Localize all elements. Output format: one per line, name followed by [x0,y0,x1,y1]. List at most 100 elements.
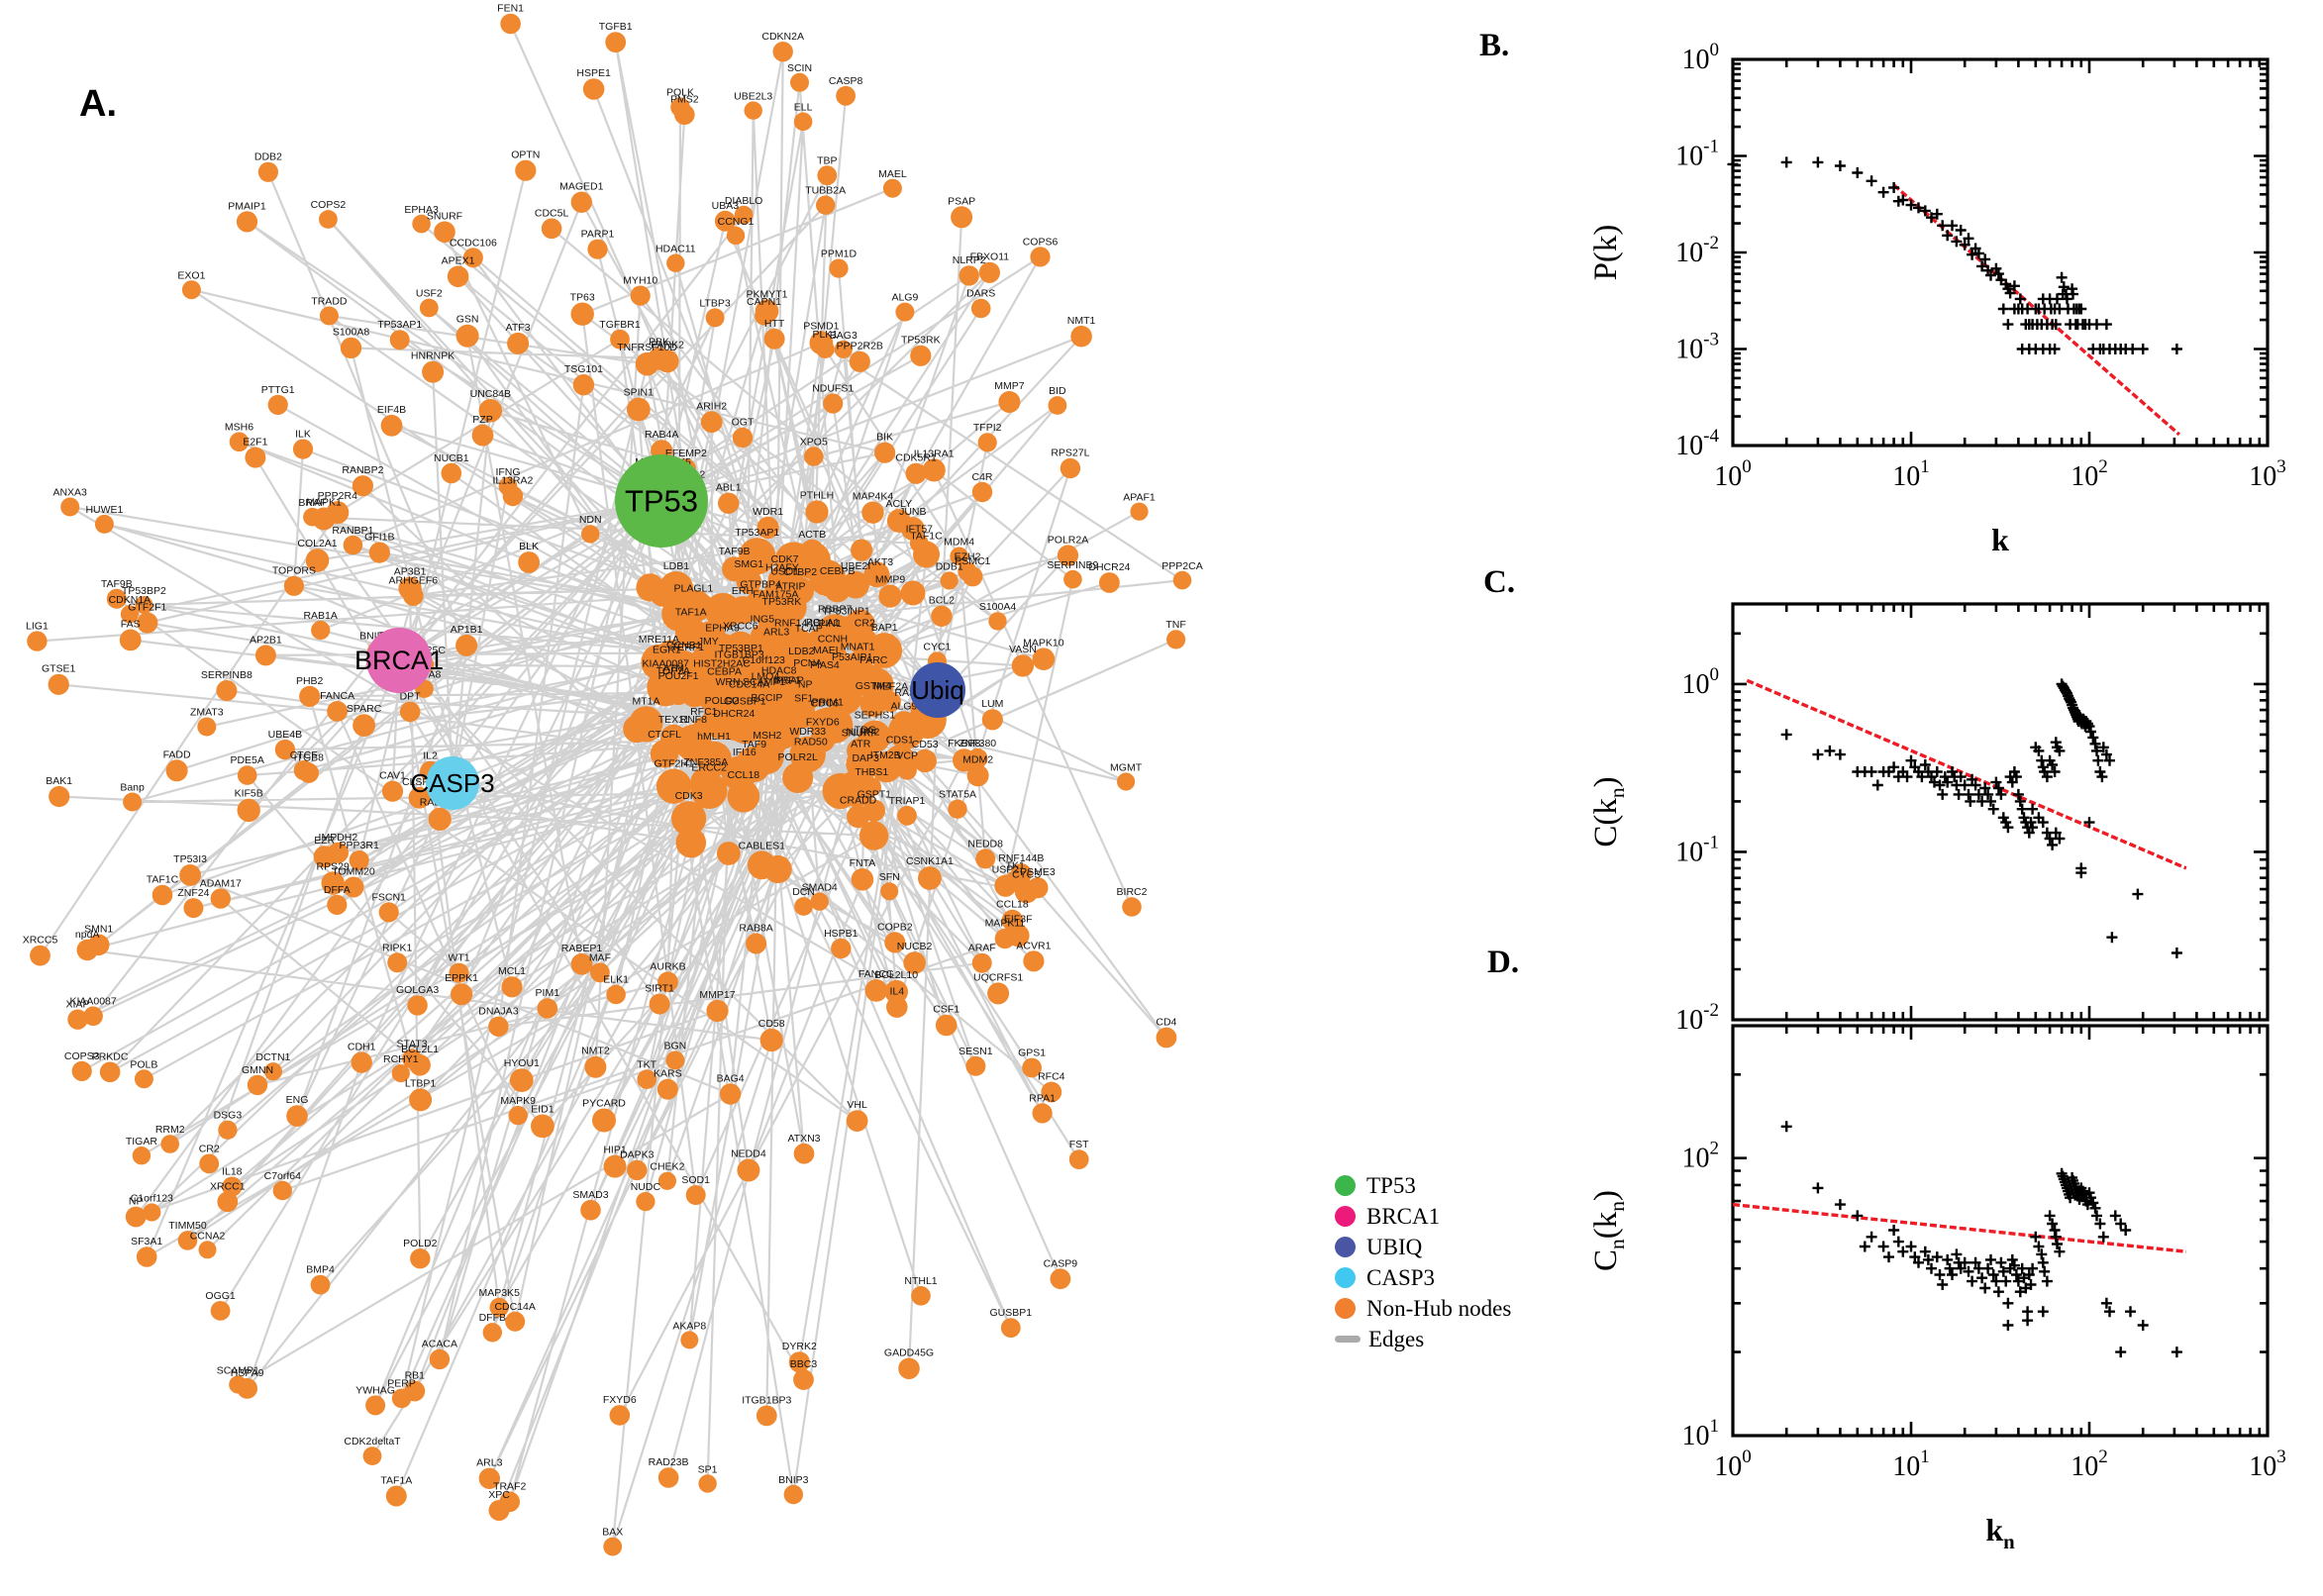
network-node[interactable] [734,205,754,225]
network-node[interactable] [970,298,991,319]
network-node[interactable] [429,1348,451,1370]
network-node[interactable] [237,798,260,823]
network-node[interactable] [83,1006,103,1027]
network-node[interactable] [739,538,776,575]
network-node[interactable] [878,584,902,608]
network-node[interactable] [685,1185,706,1205]
network-node[interactable] [478,1467,500,1490]
network-node[interactable] [1010,863,1032,885]
network-node[interactable] [216,680,238,701]
network-node[interactable] [706,676,743,713]
network-node[interactable] [748,641,776,669]
network-node[interactable] [389,330,410,350]
network-node[interactable] [1050,1268,1071,1290]
network-node[interactable] [321,871,345,895]
network-node[interactable] [181,280,201,300]
network-node[interactable] [603,1537,623,1556]
network-node[interactable] [635,351,659,376]
network-node[interactable] [1166,630,1186,649]
network-node[interactable] [1130,502,1149,521]
network-node[interactable] [515,159,537,181]
network-node[interactable] [198,1241,217,1259]
network-node[interactable] [759,1028,783,1052]
network-node[interactable] [656,1078,678,1100]
network-node[interactable] [866,633,903,668]
network-node[interactable] [851,539,873,561]
network-node[interactable] [500,13,521,35]
network-node[interactable] [971,481,993,503]
network-node[interactable] [806,657,835,686]
network-node[interactable] [810,892,829,911]
network-node[interactable] [610,329,630,349]
network-node[interactable] [884,979,908,1004]
network-node[interactable] [1156,1027,1177,1048]
network-node[interactable] [247,1074,268,1096]
network-node[interactable] [660,675,686,701]
network-node[interactable] [861,777,881,797]
network-node[interactable] [698,1474,717,1493]
network-node[interactable] [657,640,685,667]
network-node[interactable] [755,306,773,326]
network-node[interactable] [816,629,844,656]
network-node[interactable] [592,1108,616,1133]
network-node[interactable] [60,497,80,517]
network-node[interactable] [94,514,114,534]
network-node[interactable] [650,740,679,768]
network-node[interactable] [981,709,1003,731]
network-node[interactable] [962,566,983,587]
network-node[interactable] [137,612,158,634]
network-node[interactable] [49,785,70,808]
network-node[interactable] [99,1061,121,1083]
network-node[interactable] [286,1105,308,1127]
network-node[interactable] [870,566,890,587]
network-node[interactable] [353,714,375,737]
network-node[interactable] [606,984,626,1005]
network-node[interactable] [988,612,1007,631]
network-node[interactable] [409,1054,431,1076]
network-node[interactable] [447,265,469,288]
network-node[interactable] [950,547,968,566]
network-node[interactable] [263,1062,282,1081]
network-node[interactable] [313,846,336,868]
network-node[interactable] [627,1159,648,1181]
hub-node-casp3[interactable] [426,756,479,810]
network-node[interactable] [922,458,946,482]
network-node[interactable] [1099,572,1120,593]
network-node[interactable] [1023,950,1045,972]
network-node[interactable] [816,706,854,744]
network-node[interactable] [680,1331,699,1349]
network-node[interactable] [199,1153,220,1174]
network-node[interactable] [218,1120,238,1140]
network-node[interactable] [272,1180,292,1201]
network-node[interactable] [737,1158,760,1182]
network-node[interactable] [311,620,331,641]
network-node[interactable] [298,762,319,783]
network-node[interactable] [152,884,173,906]
network-node[interactable] [482,1323,502,1343]
network-node[interactable] [351,1051,372,1073]
network-node[interactable] [763,328,785,349]
network-node[interactable] [774,591,807,624]
network-node[interactable] [365,1395,386,1416]
network-node[interactable] [657,1467,679,1488]
network-node[interactable] [385,1485,407,1507]
network-node[interactable] [800,539,825,563]
network-node[interactable] [705,308,725,328]
network-node[interactable] [584,1055,607,1078]
network-node[interactable] [793,1369,814,1390]
network-node[interactable] [1027,877,1049,899]
network-node[interactable] [136,1247,157,1267]
network-node[interactable] [407,995,428,1016]
network-node[interactable] [319,306,339,326]
network-node[interactable] [782,762,814,793]
network-node[interactable] [849,350,870,372]
network-node[interactable] [254,645,276,666]
network-node[interactable] [726,226,746,246]
network-node[interactable] [882,178,902,198]
network-node[interactable] [959,265,979,286]
network-node[interactable] [998,391,1021,413]
network-node[interactable] [815,340,835,358]
network-node[interactable] [343,535,363,555]
network-node[interactable] [541,218,562,240]
network-node[interactable] [570,952,593,975]
